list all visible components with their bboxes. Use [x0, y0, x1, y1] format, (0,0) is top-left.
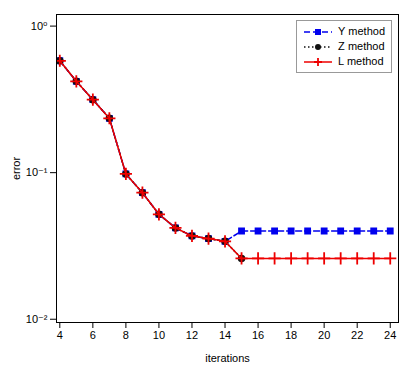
- svg-text:4: 4: [57, 329, 63, 341]
- html-text:Z method: Z method: [338, 40, 385, 52]
- svg-text:12: 12: [186, 329, 198, 341]
- html-text:Y method: Y method: [338, 25, 385, 37]
- svg-text:16: 16: [252, 329, 264, 341]
- svg-text:10: 10: [153, 329, 165, 341]
- svg-text:24: 24: [384, 329, 396, 341]
- svg-text:22: 22: [351, 329, 363, 341]
- svg-text:iterations: iterations: [205, 352, 250, 364]
- svg-text:14: 14: [219, 329, 231, 341]
- svg-text:10⁻¹: 10⁻¹: [26, 166, 48, 178]
- svg-text:error: error: [10, 157, 22, 181]
- svg-text:20: 20: [318, 329, 330, 341]
- svg-text:6: 6: [90, 329, 96, 341]
- html-text:L method: L method: [338, 55, 384, 67]
- svg-text:18: 18: [285, 329, 297, 341]
- svg-text:10⁰: 10⁰: [31, 20, 48, 32]
- svg-text:8: 8: [123, 329, 129, 341]
- svg-text:10⁻²: 10⁻²: [26, 313, 48, 325]
